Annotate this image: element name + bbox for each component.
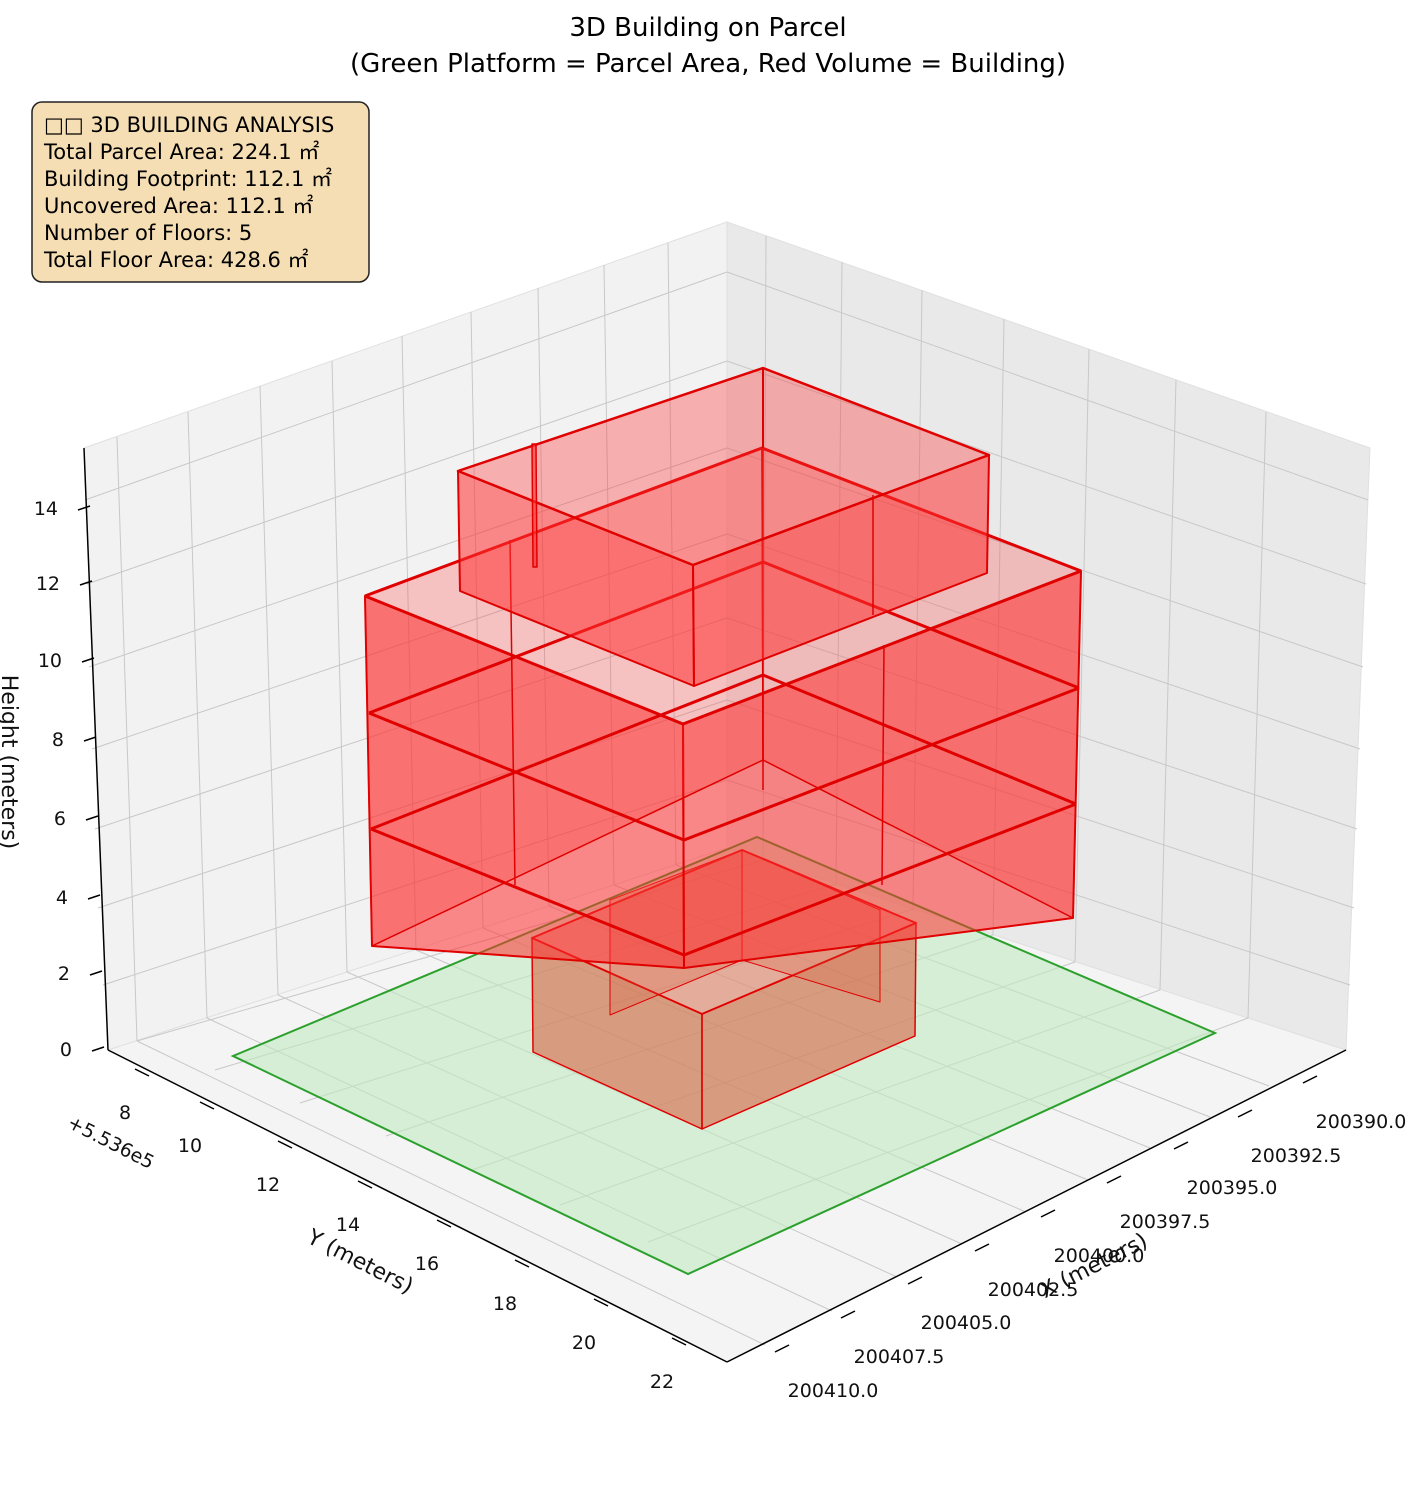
building-top-edge <box>531 443 538 568</box>
x-tick-mark <box>907 1276 923 1285</box>
info-box: □□ 3D BUILDING ANALYSIS Total Parcel Are… <box>31 101 370 283</box>
x-tick-label: 200390.0 <box>1316 1111 1407 1133</box>
x-ticks: 200390.0 200392.5 200395.0 200397.5 200400.0… <box>774 1075 1407 1402</box>
z-tick-mark <box>79 580 93 586</box>
z-tick-label: 8 <box>52 729 64 751</box>
x-tick-label: 200407.5 <box>854 1346 945 1368</box>
y-tick-label: 12 <box>256 1174 280 1196</box>
info-box-background <box>31 101 370 283</box>
y-axis-line <box>107 1049 728 1363</box>
z-tick-mark <box>89 970 103 976</box>
z-ticks: 0 2 4 6 8 10 12 14 <box>34 498 105 1061</box>
z-tick-mark <box>85 815 99 821</box>
grid-line <box>1159 379 1177 991</box>
axes <box>83 447 1347 1363</box>
chart-title: 3D Building on Parcel (Green Platform = … <box>350 13 1066 79</box>
y-tick-label: 14 <box>336 1214 360 1236</box>
z-tick-mark <box>87 894 101 900</box>
grid-line <box>1247 411 1267 1019</box>
y-tick-label: 8 <box>119 1102 131 1124</box>
z-tick-mark <box>91 1046 105 1052</box>
z-tick-label: 0 <box>60 1039 72 1061</box>
x-tick-mark <box>1106 1175 1122 1184</box>
z-tick-mark <box>77 505 91 511</box>
y-tick-mark <box>593 1298 609 1307</box>
y-tick-mark <box>277 1140 293 1149</box>
y-tick-mark <box>514 1259 530 1268</box>
y-offset-label: +5.536e5 <box>64 1111 158 1173</box>
x-tick-label: 200405.0 <box>921 1312 1012 1334</box>
z-tick-mark <box>83 736 97 742</box>
x-tick-mark <box>974 1243 990 1252</box>
info-number-of-floors: Number of Floors: 5 <box>44 221 252 245</box>
grid-line <box>136 1040 766 1346</box>
y-tick-label: 16 <box>415 1253 439 1275</box>
z-tick-label: 12 <box>36 573 60 595</box>
y-tick-mark <box>199 1101 215 1110</box>
x-tick-mark <box>1237 1109 1253 1118</box>
x-tick-mark <box>1040 1209 1056 1218</box>
z-tick-label: 6 <box>54 808 66 830</box>
x-tick-mark <box>1302 1075 1318 1084</box>
info-total-floor-area: Total Floor Area: 428.6 ㎡ <box>43 248 309 272</box>
grid-line <box>331 360 348 973</box>
title-text: 3D Building on Parcel <box>569 13 846 43</box>
y-ticks: 8 10 12 14 16 18 20 22 <box>119 1068 687 1393</box>
x-tick-label: 200397.5 <box>1120 1211 1211 1233</box>
x-tick-mark <box>1173 1141 1189 1150</box>
x-tick-mark <box>840 1310 856 1319</box>
grid-line <box>259 385 279 996</box>
y-tick-mark <box>671 1337 687 1346</box>
x-tick-label: 200395.0 <box>1187 1177 1278 1199</box>
building-floor-side <box>701 922 917 1130</box>
y-tick-label: 22 <box>650 1371 674 1393</box>
y-tick-label: 10 <box>178 1135 202 1157</box>
x-tick-label: 200392.5 <box>1251 1145 1342 1167</box>
building-floor-divider <box>364 569 1082 726</box>
y-tick-label: 18 <box>493 1293 517 1315</box>
x-tick-label: 200400.0 <box>1054 1245 1145 1267</box>
grid-line <box>726 360 1367 585</box>
building-floor-divider <box>368 686 1080 842</box>
x-tick-mark <box>774 1344 790 1353</box>
grid-line <box>187 411 208 1019</box>
subtitle-text: (Green Platform = Parcel Area, Red Volum… <box>350 49 1066 79</box>
grid-line <box>84 271 728 501</box>
info-heading: □□ 3D BUILDING ANALYSIS <box>44 113 334 137</box>
building-volume <box>364 366 1082 1130</box>
info-uncovered-area: Uncovered Area: 112.1 ㎡ <box>44 194 313 218</box>
grid-line <box>86 360 728 585</box>
x-axis-line <box>726 1049 1347 1363</box>
info-building-footprint: Building Footprint: 112.1 ㎡ <box>44 167 332 191</box>
building-edge <box>881 644 885 886</box>
z-tick-label: 2 <box>58 963 70 985</box>
x-tick-label: 200410.0 <box>788 1380 879 1402</box>
y-tick-mark <box>357 1180 373 1189</box>
y-tick-label: 20 <box>572 1332 596 1354</box>
y-tick-mark <box>134 1068 150 1077</box>
info-total-parcel-area: Total Parcel Area: 224.1 ㎡ <box>43 140 319 164</box>
z-axis-label: Height (meters) <box>0 675 21 850</box>
z-tick-label: 4 <box>56 887 68 909</box>
x-tick-label: 200402.5 <box>988 1279 1079 1301</box>
z-axis-line <box>83 447 109 1051</box>
z-tick-mark <box>81 657 95 663</box>
z-tick-label: 14 <box>34 498 58 520</box>
grid-line <box>726 271 1369 501</box>
y-tick-mark <box>436 1219 452 1228</box>
building-top-roof <box>456 366 991 567</box>
building-floor-divider <box>370 802 1077 957</box>
z-tick-label: 10 <box>38 650 62 672</box>
grid-line <box>1074 348 1090 963</box>
grid-line <box>116 436 138 1042</box>
